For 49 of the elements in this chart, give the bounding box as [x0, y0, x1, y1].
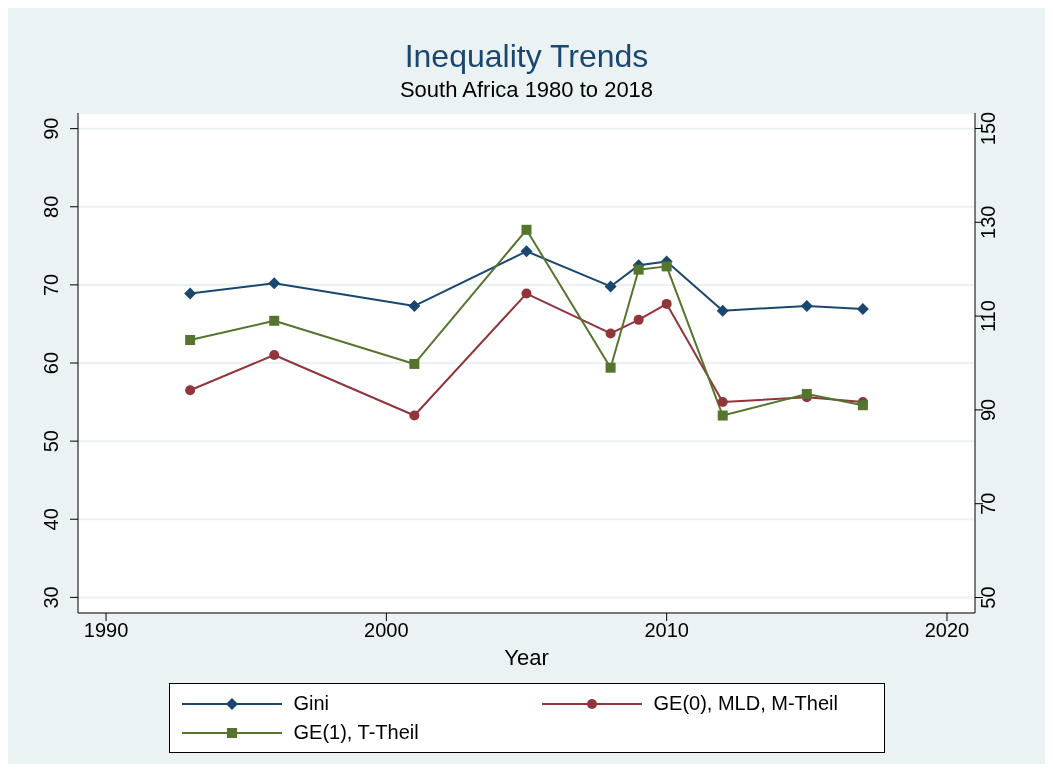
point [521, 288, 532, 299]
y-tick-label: 90 [40, 117, 62, 140]
point [408, 299, 421, 312]
point [801, 388, 812, 399]
point [717, 410, 728, 421]
y2-tick-label: 130 [977, 205, 999, 239]
y-tick-label: 60 [40, 351, 62, 375]
legend-label: Gini [293, 692, 330, 715]
point [184, 287, 197, 300]
y-tick-label: 30 [40, 586, 62, 609]
point [269, 350, 280, 361]
point [521, 224, 532, 235]
point [605, 328, 616, 339]
x-tick-label: 1990 [83, 619, 129, 642]
point [185, 335, 196, 346]
y2-tick-label: 110 [977, 300, 999, 333]
y2-tick-label: 90 [977, 398, 999, 422]
legend-label: GE(0), MLD, M-Theil [653, 692, 838, 715]
y2-tick-label: 150 [977, 111, 999, 146]
point [520, 245, 533, 258]
point [661, 261, 672, 272]
point [717, 396, 728, 407]
chart-subtitle: South Africa 1980 to 2018 [398, 77, 655, 103]
point [800, 299, 813, 312]
y-tick-label: 80 [40, 195, 62, 218]
point [185, 385, 196, 396]
x-tick-label: 2010 [644, 619, 689, 642]
point [633, 264, 644, 275]
point [856, 303, 869, 316]
x-tick-label: 2020 [924, 619, 970, 642]
point [605, 362, 616, 373]
point [661, 298, 672, 309]
point [857, 400, 868, 411]
point [409, 410, 420, 421]
point [604, 280, 617, 293]
legend-label: GE(1), T-Theil [293, 721, 419, 744]
chart-title: Inequality Trends [403, 38, 650, 75]
point [269, 315, 280, 326]
y2-tick-label: 70 [977, 492, 999, 515]
y-tick-label: 40 [40, 508, 62, 531]
y2-tick-label: 50 [977, 586, 999, 609]
point [716, 304, 729, 317]
point [268, 277, 281, 290]
y-tick-label: 50 [40, 430, 62, 453]
point [633, 314, 644, 325]
x-axis-title: Year [504, 645, 549, 670]
x-tick-label: 2000 [364, 619, 409, 642]
point [409, 358, 420, 369]
y-tick-label: 70 [40, 273, 62, 296]
